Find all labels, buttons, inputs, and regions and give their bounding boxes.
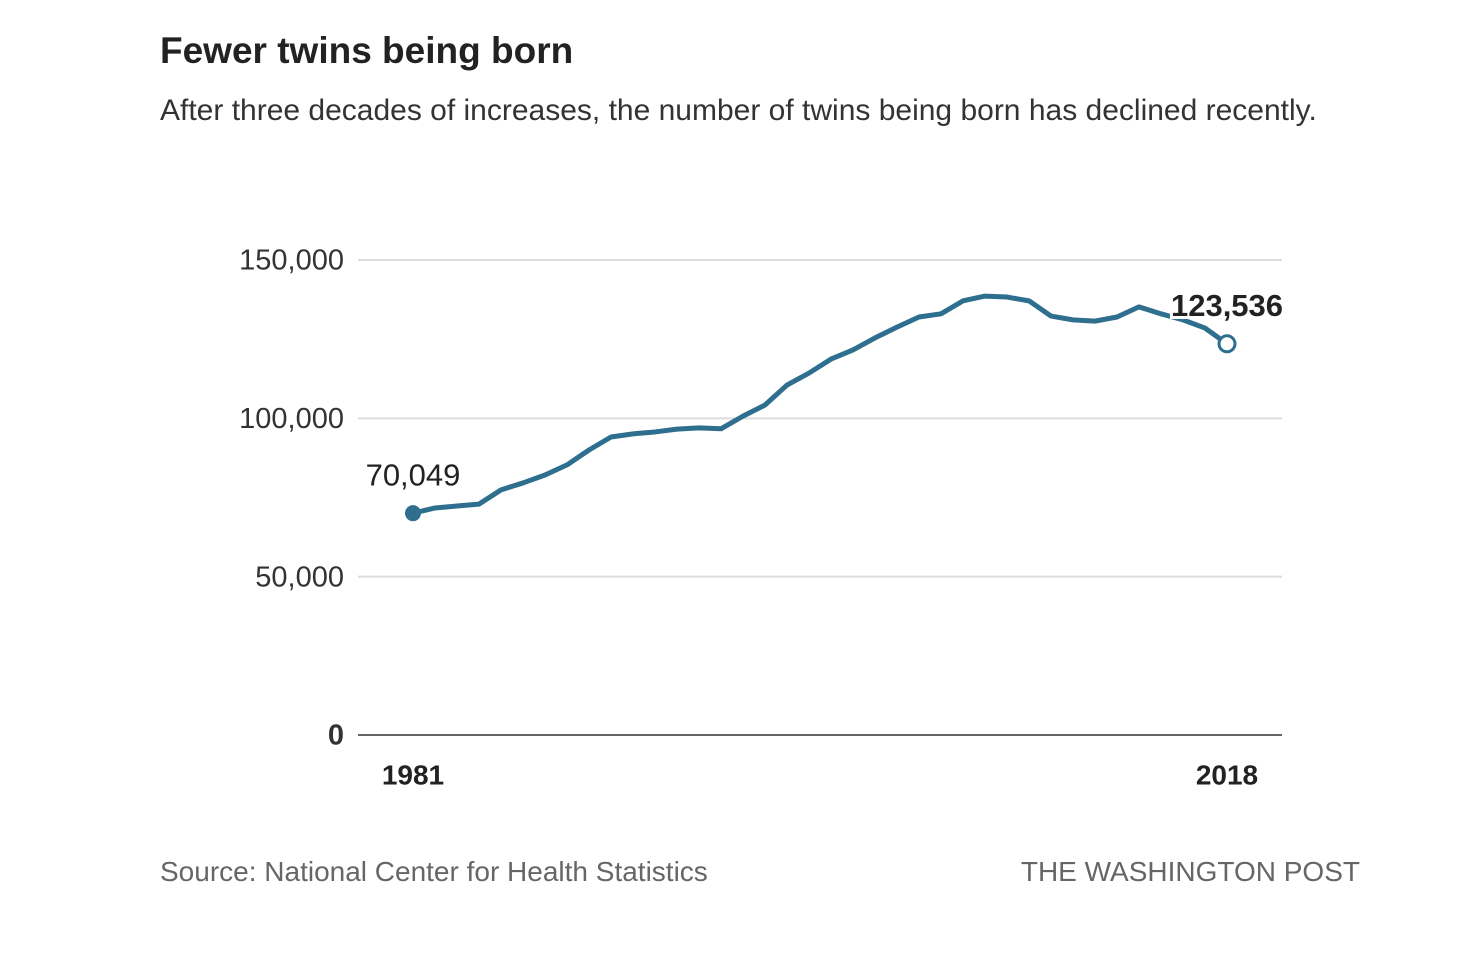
chart-title: Fewer twins being born <box>160 30 574 71</box>
chart-subtitle: After three decades of increases, the nu… <box>160 94 1317 127</box>
data-label: 123,536 <box>1171 288 1283 323</box>
y-tick-label: 0 <box>328 720 344 752</box>
x-tick-label: 2018 <box>1196 759 1258 790</box>
end-point <box>405 505 421 522</box>
credit: THE WASHINGTON POST <box>1020 856 1360 887</box>
y-tick-label: 150,000 <box>239 245 344 277</box>
end-point <box>1217 334 1237 354</box>
data-label: 70,049 <box>366 457 461 492</box>
source: Source: National Center for Health Stati… <box>160 856 708 887</box>
line <box>412 293 1229 516</box>
y-tick-label: 100,000 <box>239 403 344 435</box>
y-tick-label: 50,000 <box>255 561 344 593</box>
x-tick-label: 1981 <box>382 759 444 790</box>
